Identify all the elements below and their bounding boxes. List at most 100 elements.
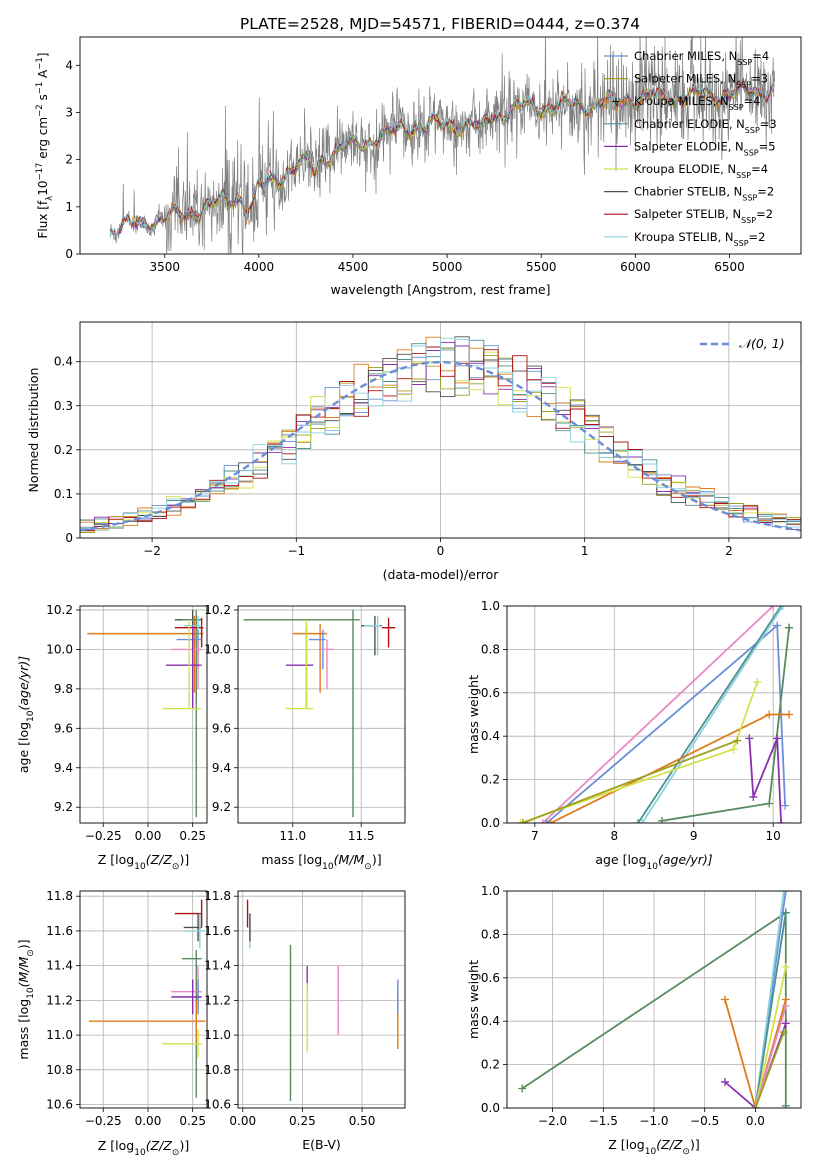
y-tick-label: 11.6 — [204, 924, 231, 938]
y-tick-label: 0.2 — [481, 1058, 500, 1072]
data-point-marker — [778, 606, 787, 610]
model-spectrum-line — [109, 80, 775, 237]
weight-series-line — [748, 738, 782, 823]
data-point-marker — [720, 1077, 729, 1086]
data-point-marker — [781, 1101, 790, 1108]
x-tick-label: 0.00 — [135, 829, 162, 843]
y-tick-label: 0.1 — [54, 487, 73, 501]
data-point-marker — [538, 819, 547, 823]
data-point-marker — [779, 891, 788, 895]
data-point-marker — [516, 819, 525, 823]
data-point-marker — [729, 745, 738, 754]
data-point-marker — [785, 623, 794, 632]
x-tick-label: 11.5 — [348, 829, 375, 843]
x-axis-label: Z [log10(Z/Z⊙)] — [608, 1137, 699, 1157]
y-tick-label: 3 — [65, 105, 73, 119]
data-point-marker — [769, 606, 778, 610]
data-point-marker — [733, 736, 742, 745]
data-point-marker — [749, 792, 758, 801]
weight-series-line — [754, 912, 787, 1108]
model-spectrum-line — [110, 80, 775, 238]
x-tick-label: 2 — [725, 544, 733, 558]
legend-entry: Salpeter STELIB, NSSP=2 — [634, 207, 773, 225]
weight-series-line — [522, 739, 738, 823]
x-tick-label: 9 — [690, 829, 698, 843]
y-axis-label: mass weight — [466, 960, 481, 1039]
y-tick-label: 10.6 — [46, 1098, 73, 1112]
y-tick-label: 0.4 — [54, 355, 73, 369]
weight-series-line — [637, 606, 782, 823]
mass-vs-EBV-panel: 0.00 0.25 0.50 10.6 10.8 11.0 11.2 11.4 11.6 11.8… — [204, 889, 406, 1152]
weight-series-line — [754, 1005, 787, 1108]
x-tick-label: 4000 — [244, 260, 275, 274]
data-point-marker — [781, 908, 790, 917]
x-tick-label: 0.50 — [349, 1114, 376, 1128]
x-tick-label: 0.25 — [179, 1114, 206, 1128]
x-axis-label: Z [log10(Z/Z⊙)] — [98, 852, 189, 872]
plot-area — [518, 891, 790, 1108]
y-tick-label: 0.0 — [481, 816, 500, 830]
y-axis-label: age [log10(age/yr)] — [16, 656, 36, 773]
y-tick-label: 0.8 — [481, 927, 500, 941]
data-point-marker — [765, 710, 774, 719]
y-tick-label: 0 — [65, 247, 73, 261]
y-axis-label: Normed distribution — [26, 368, 41, 493]
y-tick-label: 0.2 — [481, 773, 500, 787]
weight-series-line — [520, 681, 759, 823]
y-tick-label: 11.2 — [46, 993, 73, 1007]
plot-area — [80, 336, 801, 534]
axes-frame — [506, 605, 802, 824]
plot-area — [516, 606, 794, 823]
x-tick-label: 1 — [581, 544, 589, 558]
y-tick-label: 0.4 — [481, 1014, 500, 1028]
plot-area — [246, 899, 399, 1102]
spectrum-panel: 3500 4000 4500 5000 5500 6000 6500 0 1 2 3 4 wavelen… — [35, 36, 802, 297]
y-tick-label: 10.8 — [46, 1063, 73, 1077]
x-tick-label: 7 — [531, 829, 539, 843]
x-tick-label: −2.0 — [538, 1114, 567, 1128]
data-point-marker — [634, 819, 643, 823]
y-tick-label: 9.2 — [212, 800, 231, 814]
data-point-marker — [781, 1019, 790, 1028]
histogram-panel: −2 −1 0 1 2 0 0.1 0.2 0.3 0.4 (data-model)/error No… — [26, 321, 802, 582]
y-tick-label: 0.8 — [481, 642, 500, 656]
x-tick-label: 0.25 — [289, 1114, 316, 1128]
plot-area — [109, 37, 775, 254]
y-tick-label: 0.4 — [481, 729, 500, 743]
y-tick-label: 0.6 — [481, 971, 500, 985]
x-axis-label: wavelength [Angstrom, rest frame] — [330, 282, 550, 297]
legend-entry: Chabrier ELODIE, NSSP=3 — [634, 117, 777, 135]
massweight-vs-Z-panel: −2.0 −1.5 −1.0 −0.5 0.0 0.0 0.2 0.4 0.6 0.8 1.0 Z [… — [466, 884, 802, 1157]
y-tick-label: 1.0 — [481, 884, 500, 898]
data-point-marker — [781, 1002, 790, 1011]
x-tick-label: 11.0 — [279, 829, 306, 843]
legend-entry: Kroupa STELIB, NSSP=2 — [634, 230, 765, 248]
x-tick-label: −1.5 — [589, 1114, 618, 1128]
y-axis-label: mass [log10(M/M⊙)] — [16, 939, 36, 1059]
x-tick-label: 0.25 — [179, 829, 206, 843]
x-axis-label: mass [log10(M/M⊙)] — [261, 852, 381, 872]
plot-area — [243, 609, 396, 818]
y-tick-label: 1.0 — [481, 599, 500, 613]
data-point-marker — [785, 710, 794, 719]
data-point-marker — [638, 819, 647, 823]
weight-series-line — [542, 606, 774, 823]
y-tick-label: 11.4 — [46, 959, 73, 973]
x-tick-label: 3500 — [149, 260, 180, 274]
x-axis-label: Z [log10(Z/Z⊙)] — [98, 1138, 189, 1158]
axes-frame — [237, 890, 406, 1109]
y-tick-label: 11.8 — [204, 889, 231, 903]
data-point-marker — [720, 995, 729, 1004]
x-tick-label: 6500 — [714, 260, 745, 274]
y-tick-label: 11.6 — [46, 924, 73, 938]
age-vs-mass-panel: 11.0 11.5 9.2 9.4 9.6 9.8 10.0 10.2 mass [log10(… — [204, 603, 406, 872]
legend-marker: + — [611, 95, 620, 108]
legend-entry: 𝒩(0, 1) — [739, 336, 785, 351]
data-point-marker — [542, 819, 551, 823]
weight-series-line — [754, 966, 787, 1108]
plot-area — [88, 899, 206, 1098]
y-tick-label: 4 — [65, 58, 73, 72]
legend-entry: Chabrier STELIB, NSSP=2 — [634, 185, 774, 203]
x-tick-label: −0.25 — [85, 1114, 122, 1128]
axes-frame — [79, 605, 208, 824]
